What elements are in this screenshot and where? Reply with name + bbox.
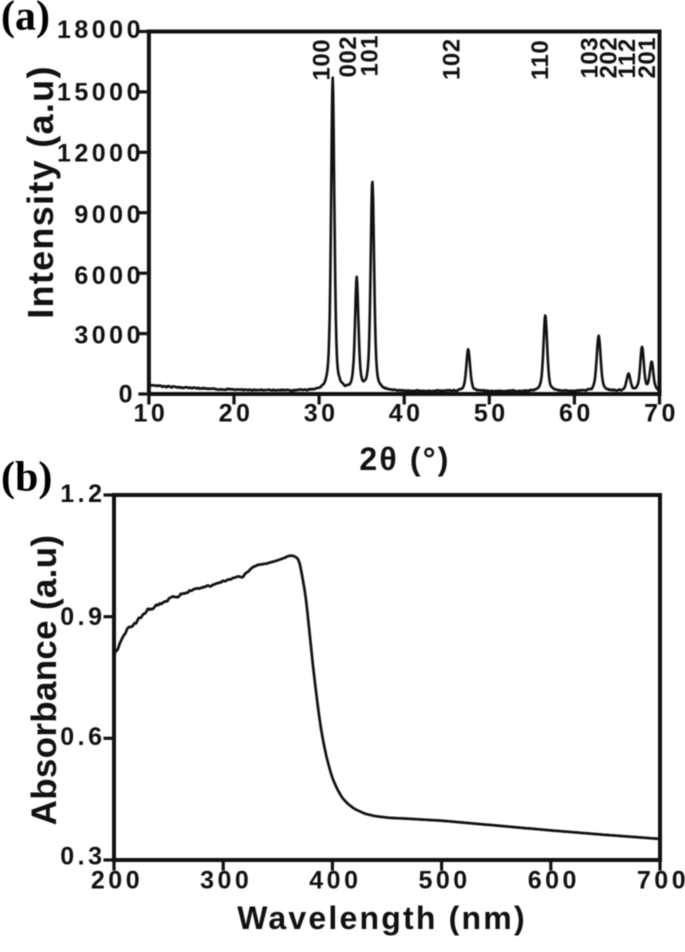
svg-text:202: 202 bbox=[596, 37, 623, 79]
svg-text:112: 112 bbox=[614, 38, 641, 78]
svg-text:200: 200 bbox=[91, 867, 143, 895]
svg-text:10: 10 bbox=[133, 400, 168, 428]
svg-text:60: 60 bbox=[559, 400, 594, 428]
svg-text:50: 50 bbox=[474, 400, 509, 428]
svg-text:500: 500 bbox=[418, 867, 470, 895]
svg-text:0.3: 0.3 bbox=[60, 842, 105, 870]
svg-text:201: 201 bbox=[634, 37, 661, 79]
svg-text:0.6: 0.6 bbox=[60, 723, 105, 751]
svg-text:40: 40 bbox=[389, 400, 424, 428]
svg-text:Wavelength (nm): Wavelength (nm) bbox=[237, 900, 527, 936]
svg-text:9000: 9000 bbox=[74, 201, 144, 229]
svg-text:1.2: 1.2 bbox=[60, 480, 105, 508]
svg-text:600: 600 bbox=[528, 867, 580, 895]
svg-text:2θ (°): 2θ (°) bbox=[359, 441, 450, 477]
svg-text:0: 0 bbox=[119, 380, 136, 408]
svg-text:400: 400 bbox=[309, 867, 361, 895]
svg-text:102: 102 bbox=[439, 38, 466, 80]
svg-text:(a): (a) bbox=[1, 0, 50, 40]
svg-text:18000: 18000 bbox=[57, 16, 144, 44]
svg-text:002: 002 bbox=[335, 36, 362, 78]
svg-text:Intensity (a.u): Intensity (a.u) bbox=[20, 65, 61, 319]
svg-text:70: 70 bbox=[644, 400, 679, 428]
svg-text:3000: 3000 bbox=[74, 322, 144, 350]
svg-text:700: 700 bbox=[637, 867, 685, 895]
svg-text:103: 103 bbox=[577, 37, 604, 79]
svg-text:6000: 6000 bbox=[74, 262, 144, 290]
svg-text:101: 101 bbox=[357, 35, 384, 77]
svg-text:300: 300 bbox=[200, 867, 252, 895]
svg-text:20: 20 bbox=[219, 400, 254, 428]
svg-text:0.9: 0.9 bbox=[60, 603, 105, 631]
svg-text:110: 110 bbox=[527, 40, 554, 80]
svg-text:12000: 12000 bbox=[57, 139, 144, 167]
svg-text:100: 100 bbox=[309, 39, 336, 81]
svg-text:15000: 15000 bbox=[57, 78, 144, 106]
svg-text:30: 30 bbox=[304, 400, 339, 428]
svg-text:(b): (b) bbox=[1, 455, 52, 501]
svg-text:Absorbance (a.u): Absorbance (a.u) bbox=[25, 535, 64, 826]
